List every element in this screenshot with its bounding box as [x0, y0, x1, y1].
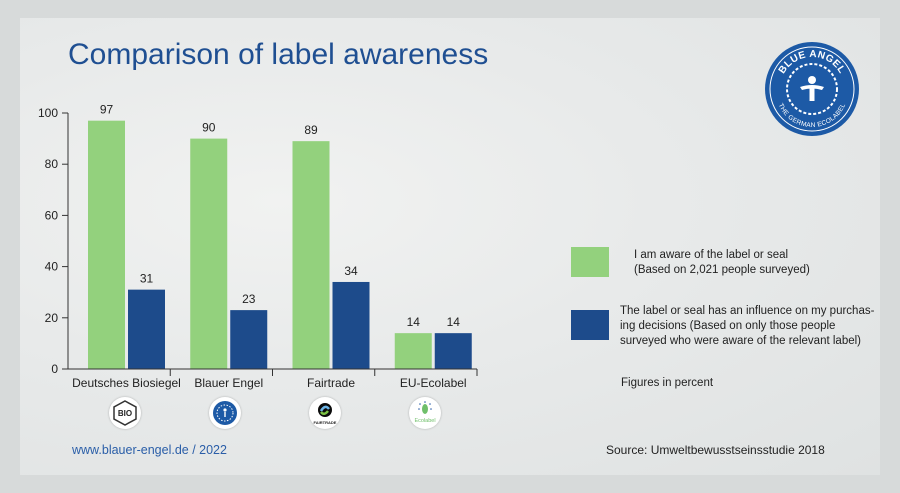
legend-label-aware: I am aware of the label or seal (Based o… [634, 249, 810, 276]
bar-value-label: 97 [100, 103, 114, 117]
bar-value-label: 31 [140, 272, 154, 286]
bar-value-label: 14 [407, 315, 421, 329]
y-tick-label: 0 [51, 362, 58, 376]
legend-label-influence: The label or seal has an influence on my… [620, 305, 875, 347]
x-axis: Deutsches Biosiegel Blauer Engel Fairtrade… [68, 368, 478, 390]
page-title: Comparison of label awareness [68, 38, 489, 71]
y-tick-label: 80 [45, 157, 59, 171]
bar [190, 138, 228, 369]
y-tick-label: 100 [38, 106, 58, 120]
bar [332, 281, 370, 369]
footer-url[interactable]: www.blauer-engel.de / 2022 [72, 443, 227, 457]
x-tick-label: Blauer Engel [194, 376, 263, 390]
x-tick-label: EU-Ecolabel [400, 376, 467, 390]
blue-angel-icon [209, 397, 241, 429]
bio-seal-icon: BIO [109, 397, 141, 429]
bar-value-label: 14 [447, 315, 461, 329]
bars: 97 31 90 23 89 34 14 14 [88, 103, 472, 370]
blue-angel-badge: BLUE ANGEL THE GERMAN ECOLABEL [765, 42, 859, 136]
y-axis: 0 20 40 60 80 100 [38, 106, 69, 376]
legend-swatch-aware [571, 247, 609, 277]
background-panel [20, 18, 880, 475]
footer-source: Source: Umweltbewusstseinsstudie 2018 [606, 443, 825, 457]
bar-value-label: 23 [242, 292, 256, 306]
svg-text:Ecolabel: Ecolabel [414, 418, 435, 424]
svg-text:BIO: BIO [118, 409, 132, 418]
bar [128, 289, 165, 369]
bar-value-label: 34 [344, 264, 358, 278]
x-tick-label: Deutsches Biosiegel [72, 376, 181, 390]
fairtrade-icon: FAIRTRADE [309, 397, 341, 429]
bar-value-label: 90 [202, 121, 216, 135]
y-tick-label: 20 [45, 311, 59, 325]
x-tick-label: Fairtrade [307, 376, 355, 390]
y-tick-label: 40 [45, 260, 59, 274]
bar [434, 333, 472, 369]
bar-value-label: 89 [304, 123, 318, 137]
figures-note: Figures in percent [621, 377, 714, 389]
legend-swatch-influence [571, 310, 609, 340]
bar [88, 120, 125, 370]
bar [394, 333, 432, 369]
svg-text:FAIRTRADE: FAIRTRADE [314, 420, 337, 425]
eu-ecolabel-icon: Ecolabel [409, 397, 441, 429]
bar [230, 310, 268, 369]
y-tick-label: 60 [45, 208, 59, 222]
bar [292, 141, 330, 369]
